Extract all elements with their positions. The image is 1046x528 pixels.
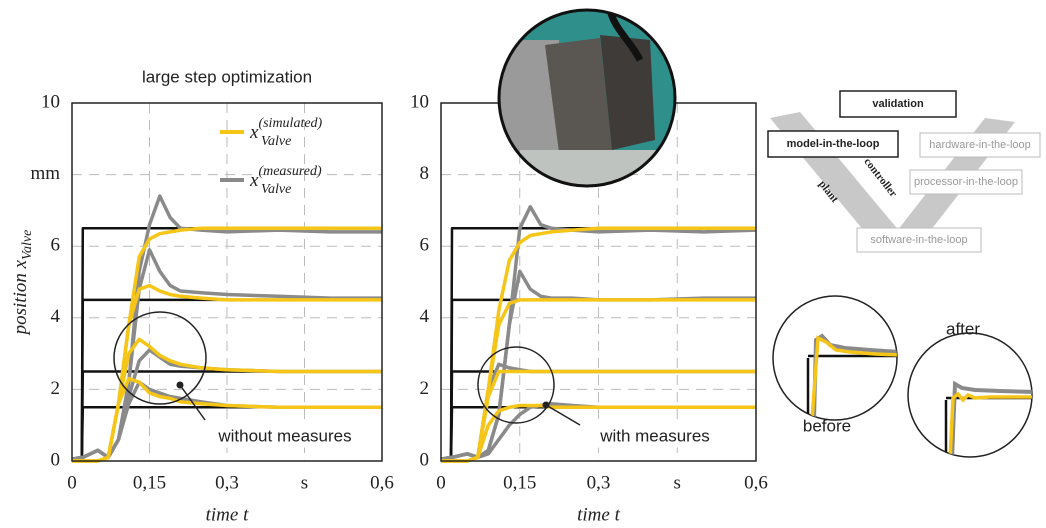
before-label: before [803, 416, 851, 435]
annotation-circle [477, 346, 555, 424]
inset-before [772, 295, 898, 421]
annotation: without measures [217, 426, 351, 445]
annotation-leader [179, 384, 206, 421]
x-tick-label: 0,3 [215, 472, 239, 493]
y-tick-label: 0 [420, 449, 430, 470]
x-tick-label: 0,3 [587, 472, 611, 493]
y-tick-label: 4 [420, 306, 430, 327]
legend-sub: Valve [261, 182, 291, 197]
x-tick-label: s [301, 472, 308, 493]
y-tick-label: 10 [410, 91, 429, 112]
y-axis-label-sub: Valve [20, 230, 35, 260]
validation-label: validation [872, 98, 924, 110]
chart: 0 2 4 6 mm 10 0 0,15 0,3 s 0,6 large step optimizat… [10, 67, 394, 525]
annotation-bg [213, 424, 356, 448]
photo-border [497, 8, 677, 188]
annotation-circle [113, 311, 207, 405]
photo-clip [499, 10, 675, 186]
photo-block [545, 38, 612, 160]
mil-label: model-in-the-loop [787, 138, 880, 150]
x-tick-label: 0,6 [370, 472, 394, 493]
legend-sup: (simulated) [258, 116, 322, 131]
y-tick-label: 4 [51, 306, 61, 327]
legend-name: x [249, 122, 259, 143]
legend-sup: (measured) [258, 164, 322, 179]
x-tick-label: 0,6 [744, 472, 768, 493]
y-tick-label: mm [30, 163, 60, 184]
x-tick-label: 0,15 [133, 472, 166, 493]
x-tick-label: 0 [436, 472, 446, 493]
box-mil [767, 130, 899, 158]
legend-label: x(measured) Valve [249, 164, 322, 197]
box-sil [856, 227, 982, 253]
x-axis-label: time t [577, 504, 620, 525]
x-axis-label: time t [206, 504, 249, 525]
x-tick-label: 0,15 [503, 472, 536, 493]
sil-label: software-in-the-loop [870, 234, 967, 246]
y-tick-label: 0 [51, 449, 61, 470]
photo [497, 8, 677, 188]
box-hil [919, 132, 1041, 158]
plot-frame [71, 102, 383, 462]
pil-label: processor-in-the-loop [914, 176, 1018, 188]
y-tick-label: 10 [41, 91, 60, 112]
x-tick-label: 0 [67, 472, 77, 493]
v-model: validation model-in-the-loop hardware-in… [767, 90, 1041, 253]
after-label: after [946, 319, 980, 338]
inset-simulated [810, 335, 897, 420]
y-tick-label: 2 [420, 378, 430, 399]
annotation-dot [542, 401, 550, 409]
y-axis-label: position xValve [10, 230, 35, 337]
hil-label: hardware-in-the-loop [929, 139, 1031, 151]
box-validation [839, 90, 957, 118]
y-tick-label: 6 [420, 235, 430, 256]
annotation-leader [545, 404, 581, 426]
legend-sub: Valve [261, 134, 291, 149]
insets: before after [772, 295, 1033, 458]
annotation-bg [595, 424, 714, 448]
box-pil [909, 169, 1023, 195]
legend-label: x(simulated) Valve [249, 116, 323, 149]
legend-name: x [249, 170, 259, 191]
y-tick-label: 6 [51, 235, 61, 256]
annotation-dot [176, 381, 184, 389]
x-tick-label: s [674, 472, 681, 493]
annotation: with measures [599, 426, 710, 445]
chart-title: large step optimization [142, 67, 312, 86]
photo-block [600, 35, 655, 150]
y-tick-label: 2 [51, 378, 61, 399]
y-axis-label-main: position x [10, 259, 31, 336]
inset-simulated2 [948, 391, 1032, 457]
y-tick-label: 8 [420, 163, 430, 184]
